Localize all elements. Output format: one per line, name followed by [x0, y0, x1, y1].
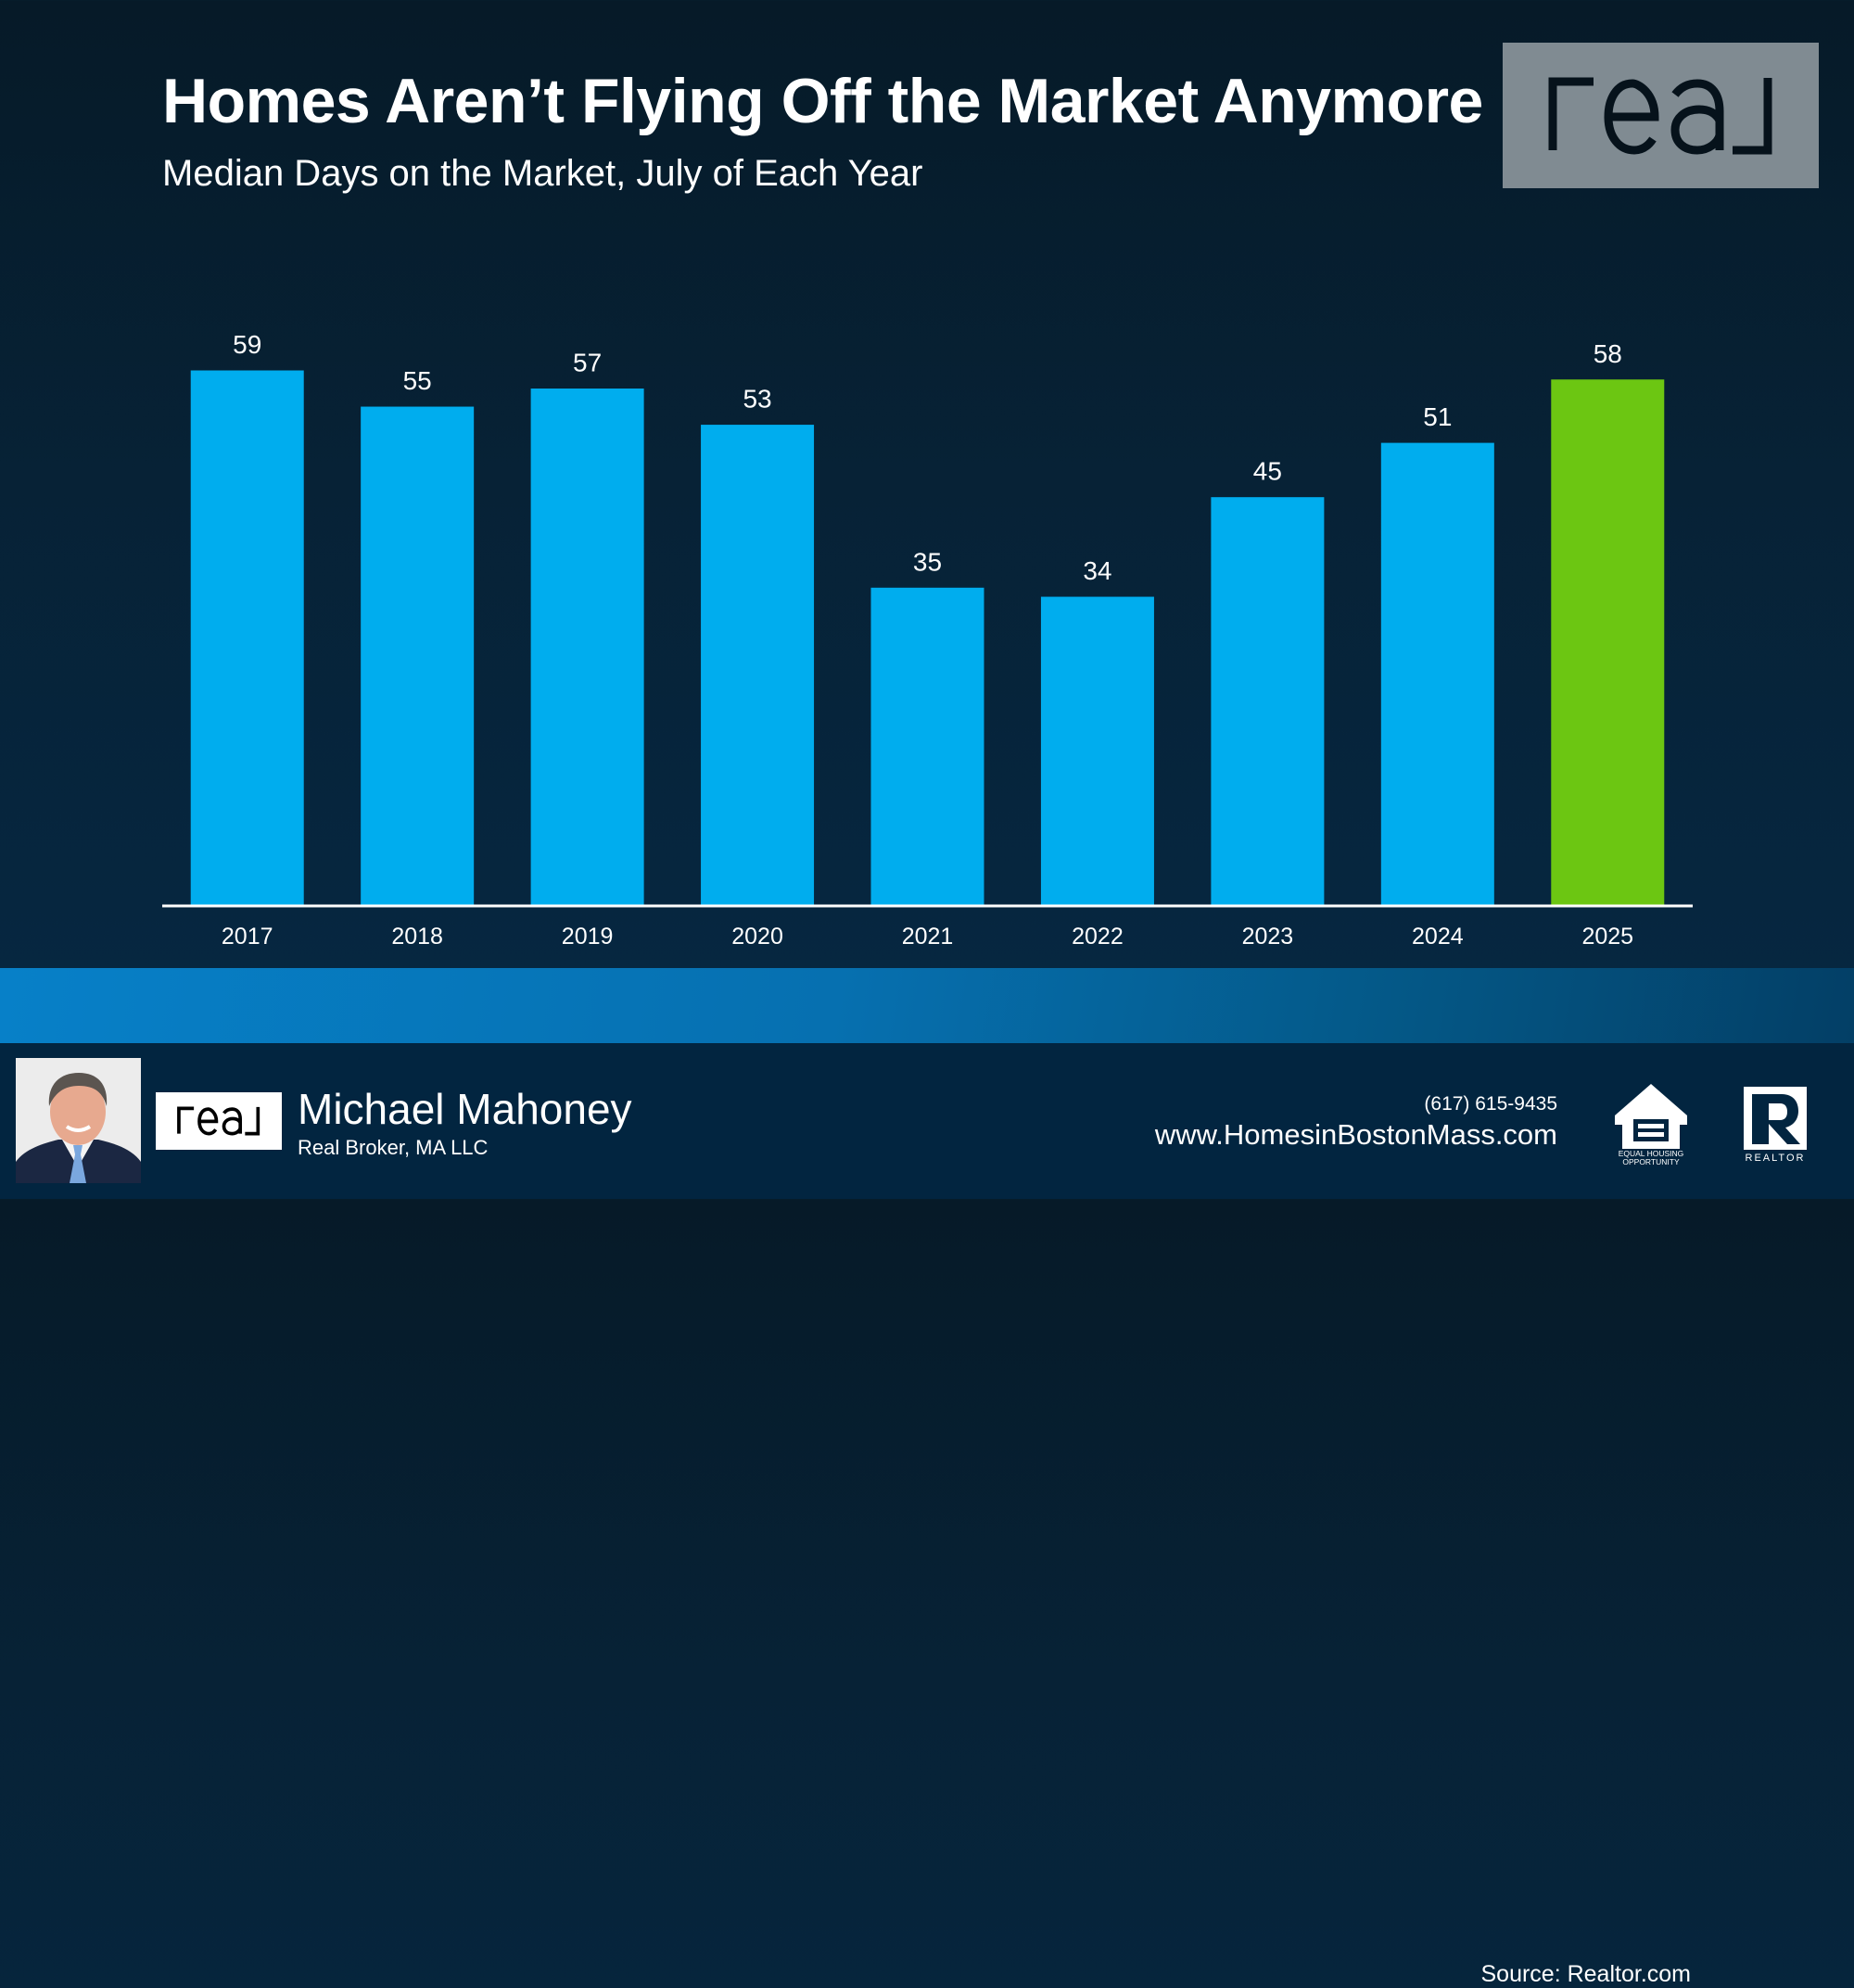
- data-label-2023: 45: [1253, 457, 1282, 486]
- agent-website-link[interactable]: www.HomesinBostonMass.com: [1154, 1118, 1557, 1151]
- x-tick-label-2021: 2021: [902, 924, 954, 949]
- bar-2020: [701, 425, 815, 905]
- x-tick-label-2023: 2023: [1242, 924, 1294, 949]
- x-tick-label-2024: 2024: [1412, 924, 1464, 949]
- x-tick-label-2022: 2022: [1072, 924, 1124, 949]
- bar-chart: 59 2017 55 2018 57 2019 53 2020 35 2021 34 2022 45 20…: [162, 330, 1693, 949]
- x-tick-label-2020: 2020: [731, 924, 783, 949]
- data-label-2021: 35: [913, 547, 942, 576]
- agent-name: Michael Mahoney: [298, 1085, 632, 1133]
- data-label-2017: 59: [233, 330, 261, 359]
- x-tick-label-2025: 2025: [1581, 924, 1633, 949]
- agent-company: Real Broker, MA LLC: [298, 1136, 489, 1159]
- real-logo-small-icon: [177, 1106, 260, 1136]
- data-label-2022: 34: [1083, 556, 1111, 585]
- source-text: Source: Realtor.com: [1480, 1961, 1692, 1987]
- source-band: Source: Realtor.com: [0, 968, 1854, 1987]
- equal-housing-opportunity-icon: EQUAL HOUSING OPPORTUNITY: [1615, 1084, 1687, 1166]
- real-logo-icon: [1548, 77, 1771, 155]
- bar-2025: [1551, 379, 1665, 905]
- real-footer-logo: [156, 1092, 282, 1150]
- x-tick-label-2018: 2018: [391, 924, 443, 949]
- footer: Michael Mahoney Real Broker, MA LLC (617…: [0, 1043, 1854, 1199]
- agent-portrait-icon: [16, 1058, 141, 1183]
- data-label-2025: 58: [1594, 339, 1622, 368]
- data-label-2019: 57: [573, 349, 602, 377]
- chart-subtitle: Median Days on the Market, July of Each …: [162, 153, 923, 194]
- agent-phone[interactable]: (617) 615-9435: [1424, 1093, 1557, 1115]
- bar-2023: [1211, 497, 1325, 905]
- data-label-2024: 51: [1423, 402, 1452, 431]
- bar-2017: [190, 370, 304, 905]
- x-tick-label-2019: 2019: [562, 924, 614, 949]
- x-tick-label-2017: 2017: [222, 924, 273, 949]
- realtor-label: REALTOR: [1746, 1153, 1806, 1163]
- bar-2018: [361, 406, 475, 905]
- bar-2021: [870, 587, 984, 905]
- eho-label-1: EQUAL HOUSING: [1619, 1149, 1684, 1158]
- agent-photo: [16, 1058, 141, 1183]
- data-label-2020: 53: [743, 385, 771, 414]
- eho-label-2: OPPORTUNITY: [1622, 1157, 1680, 1166]
- bar-2019: [530, 389, 644, 905]
- data-label-2018: 55: [403, 366, 432, 395]
- bar-2024: [1380, 442, 1494, 905]
- bar-2022: [1040, 596, 1154, 905]
- realtor-icon: REALTOR: [1744, 1087, 1807, 1163]
- real-brand-logo: [1503, 43, 1819, 188]
- chart-title: Homes Aren’t Flying Off the Market Anymo…: [162, 66, 1483, 136]
